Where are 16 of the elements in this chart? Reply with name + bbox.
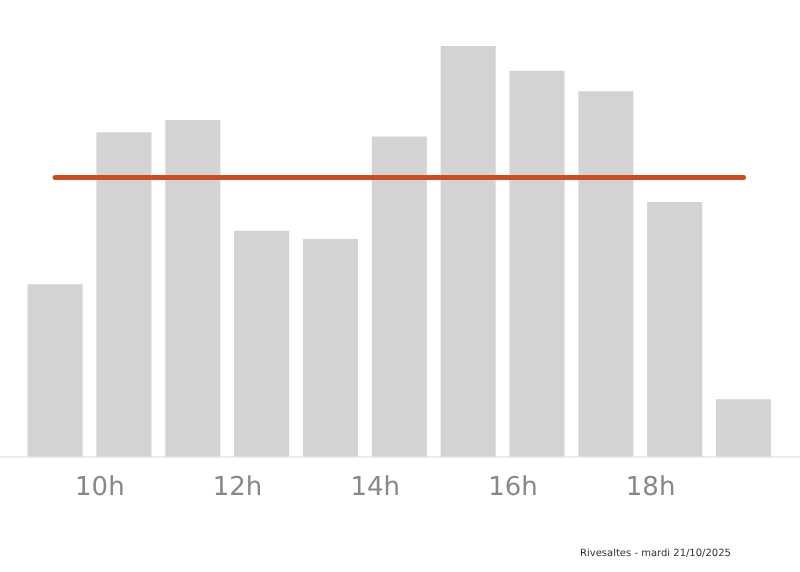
bar [27,284,83,457]
x-tick-label: 18h [625,473,676,504]
bar [234,230,290,457]
bar [440,46,496,457]
bar [302,239,358,457]
x-tick-label: 12h [212,473,263,504]
bar [165,119,221,457]
x-tick-label: 14h [350,473,400,504]
bar [509,70,565,457]
bar [371,136,427,457]
x-tick-label: 10h [75,473,125,504]
bar [96,132,152,457]
bar [578,91,634,457]
bar [716,399,772,457]
x-tick-label: 16h [488,473,538,504]
bar [647,202,703,457]
